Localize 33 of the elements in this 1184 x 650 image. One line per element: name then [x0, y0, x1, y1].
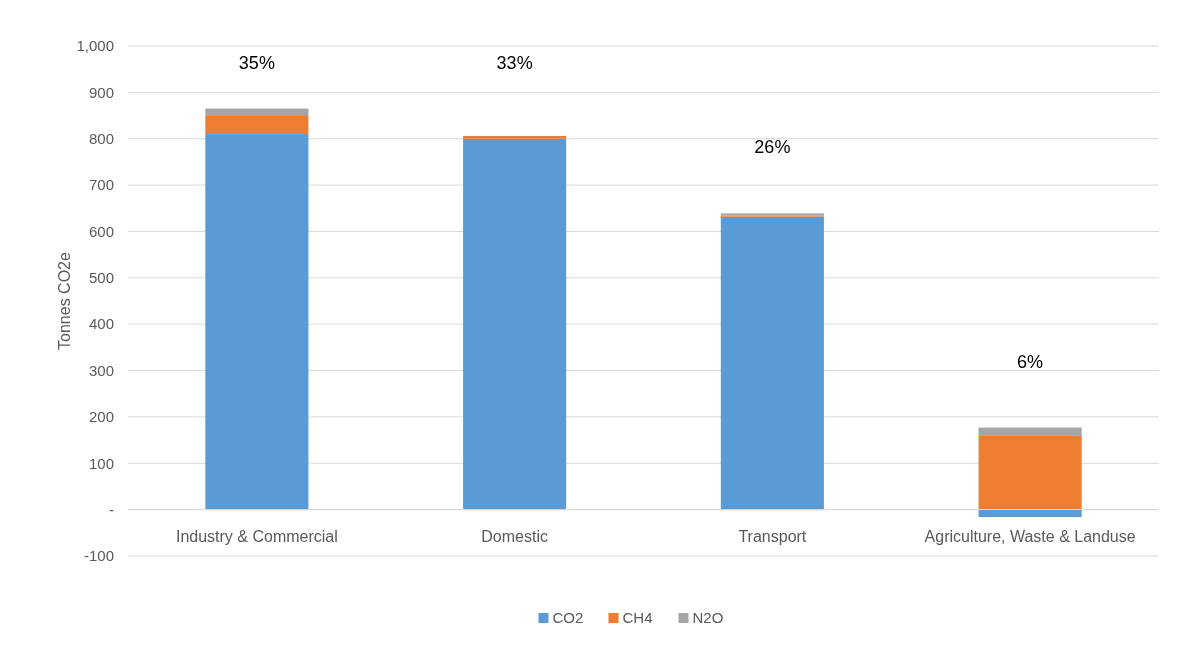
y-tick-label: -100	[83, 547, 114, 565]
x-tick-label: Domestic	[481, 527, 548, 545]
y-tick-label: 600	[88, 222, 114, 240]
bar	[978, 435, 1082, 510]
y-tick-label: 1,000	[76, 37, 114, 55]
annotation: 26%	[754, 137, 791, 158]
y-tick-label: 500	[88, 269, 114, 287]
annotation: 35%	[238, 52, 275, 73]
x-tick-label: Agriculture, Waste & Landuse	[924, 527, 1136, 545]
annotation: 6%	[1017, 351, 1044, 372]
y-tick-label: 300	[88, 361, 114, 379]
legend-label: N2O	[692, 609, 724, 627]
bar	[978, 509, 1082, 518]
y-tick-label: -	[109, 500, 114, 518]
bar	[978, 427, 1082, 436]
y-tick-label: 700	[88, 176, 114, 194]
x-tick-label: Transport	[738, 527, 807, 545]
bar	[463, 138, 567, 510]
bar	[463, 135, 567, 139]
x-tick-label: Industry & Commercial	[175, 527, 338, 545]
y-tick-label: 900	[88, 83, 114, 101]
y-tick-label: 200	[88, 408, 114, 426]
bar	[205, 108, 309, 117]
annotation: 33%	[496, 52, 533, 73]
y-axis-title: Tonnes CO2e	[56, 251, 73, 350]
bar	[205, 134, 309, 510]
y-tick-label: 800	[88, 129, 114, 147]
y-tick-label: 400	[88, 315, 114, 333]
bar	[720, 216, 824, 510]
y-tick-label: 100	[88, 454, 114, 472]
bar	[205, 116, 309, 135]
legend-label: CO2	[552, 609, 584, 627]
legend-label: CH4	[622, 609, 653, 627]
